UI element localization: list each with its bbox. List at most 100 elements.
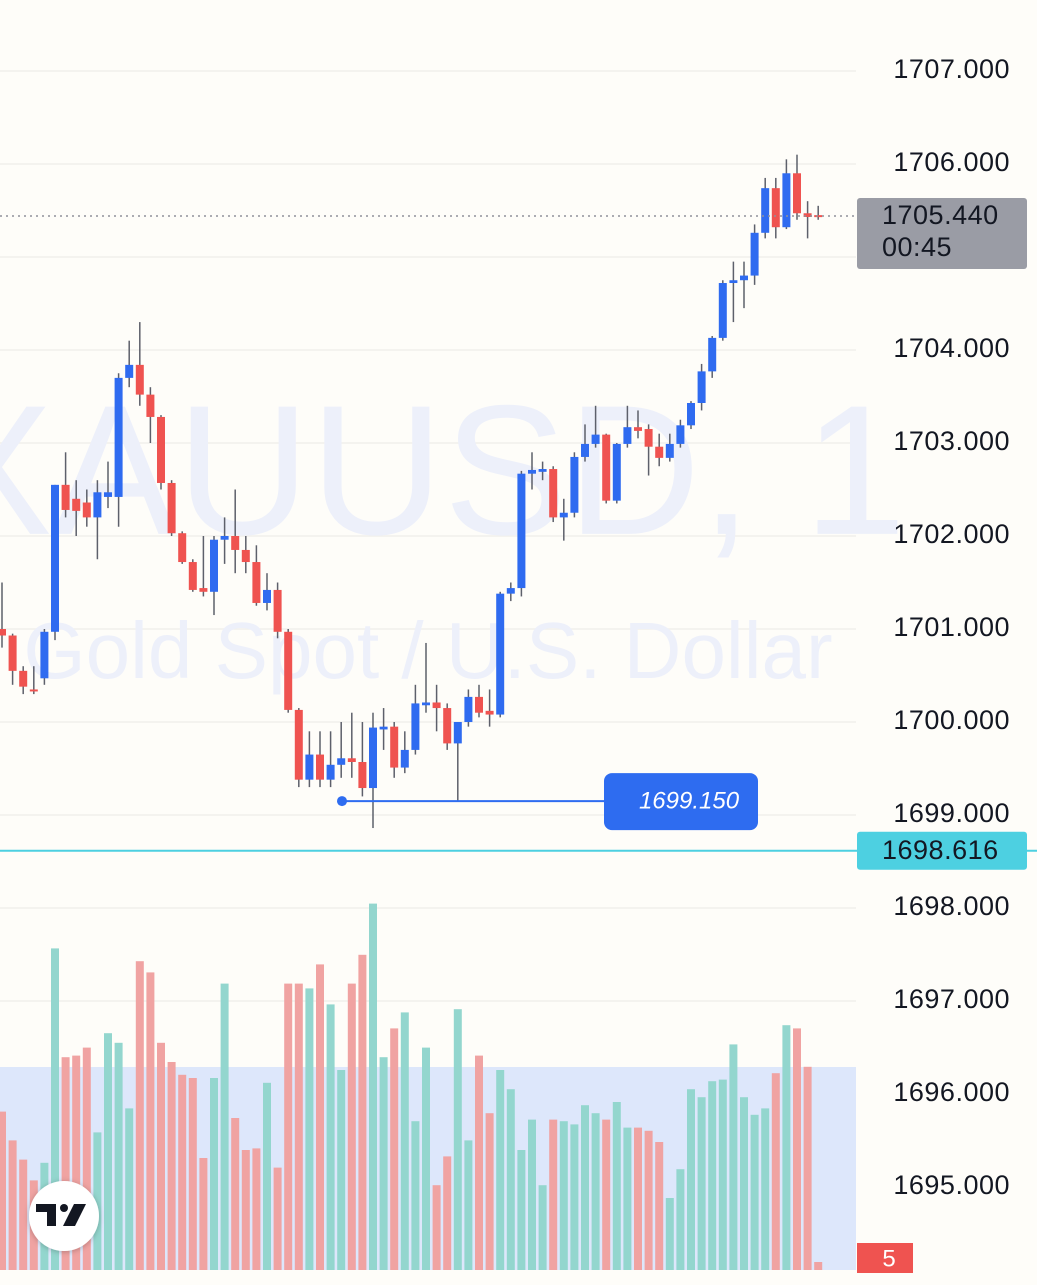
volume-bar bbox=[167, 1062, 176, 1270]
volume-bar bbox=[528, 1119, 536, 1270]
candle-body bbox=[263, 589, 271, 603]
volume-bar bbox=[263, 1082, 271, 1270]
volume-bar bbox=[210, 1078, 218, 1270]
volume-bar bbox=[432, 1185, 441, 1270]
candle-body bbox=[718, 283, 727, 338]
volume-bar bbox=[146, 972, 155, 1270]
y-tick-label: 1696.000 bbox=[893, 1077, 1010, 1107]
volume-bar bbox=[517, 1150, 526, 1270]
volume-bar bbox=[390, 1028, 399, 1270]
volume-bar bbox=[814, 1262, 823, 1270]
candle-body bbox=[51, 484, 59, 632]
candle-body bbox=[284, 631, 293, 710]
candle-body bbox=[581, 443, 589, 457]
candle-body bbox=[803, 213, 812, 217]
volume-bar bbox=[782, 1025, 791, 1270]
candle-body bbox=[475, 696, 483, 713]
candle-body bbox=[40, 631, 49, 679]
candle-body bbox=[538, 469, 547, 472]
volume-bar bbox=[379, 1057, 388, 1270]
price-line-box bbox=[857, 831, 1027, 870]
candle-body bbox=[528, 469, 536, 474]
candle-body bbox=[793, 173, 801, 214]
candle-body bbox=[104, 492, 112, 497]
candle-body bbox=[814, 215, 823, 218]
candle-body bbox=[612, 443, 621, 501]
volume-bar bbox=[655, 1142, 664, 1270]
volume-bar bbox=[61, 1057, 70, 1270]
volume-bar bbox=[369, 903, 377, 1270]
y-tick-label: 1706.000 bbox=[893, 147, 1010, 177]
logo-circle bbox=[29, 1181, 99, 1251]
candle-body bbox=[623, 427, 632, 444]
volume-bar bbox=[464, 1140, 473, 1270]
y-tick-label: 1707.000 bbox=[893, 54, 1010, 84]
candle-body bbox=[93, 492, 102, 518]
candle-body bbox=[188, 562, 197, 590]
y-tick-label: 1702.000 bbox=[893, 519, 1010, 549]
volume-bar bbox=[273, 1167, 282, 1270]
candle-body bbox=[443, 708, 452, 744]
candle-body bbox=[220, 535, 229, 540]
candle-body bbox=[634, 427, 642, 431]
candle-body bbox=[157, 416, 165, 483]
candle-body bbox=[697, 371, 706, 403]
volume-bar bbox=[358, 954, 367, 1270]
candle-body bbox=[676, 425, 685, 444]
volume-bar bbox=[612, 1102, 621, 1270]
volume-bar bbox=[506, 1089, 515, 1270]
volume-bar bbox=[326, 1004, 335, 1270]
volume-bar bbox=[676, 1169, 685, 1270]
volume-bar bbox=[634, 1127, 642, 1270]
candle-body bbox=[644, 429, 653, 447]
volume-bar bbox=[316, 964, 324, 1270]
volume-bar bbox=[157, 1042, 165, 1270]
alert-anchor bbox=[337, 796, 347, 807]
y-tick-label: 1704.000 bbox=[893, 333, 1010, 363]
y-tick-label: 1701.000 bbox=[893, 612, 1010, 642]
watermark-symbol: XAUUSD, 1 bbox=[0, 368, 906, 574]
volume-bar bbox=[93, 1132, 102, 1270]
volume-bar bbox=[793, 1028, 801, 1270]
candle-body bbox=[114, 377, 123, 497]
candle-body bbox=[570, 456, 579, 513]
volume-bar bbox=[72, 1055, 81, 1270]
candle-body bbox=[358, 762, 367, 789]
volume-bar bbox=[8, 1140, 17, 1270]
volume-bar bbox=[231, 1118, 240, 1270]
volume-bar bbox=[19, 1159, 28, 1270]
candle-body bbox=[72, 498, 81, 511]
volume-bar bbox=[687, 1089, 695, 1270]
price-line-label: 1698.616 bbox=[882, 835, 999, 865]
candle-body bbox=[729, 280, 738, 284]
volume-bar bbox=[422, 1047, 430, 1270]
volume-bar bbox=[284, 983, 293, 1270]
volume-bar bbox=[104, 1033, 112, 1270]
candle-body bbox=[687, 402, 695, 426]
candle-body bbox=[178, 533, 187, 563]
volume-bar bbox=[125, 1108, 134, 1270]
volume-bar bbox=[697, 1097, 706, 1270]
candle-body bbox=[135, 364, 144, 395]
volume-bar bbox=[708, 1081, 717, 1270]
y-tick-label: 1695.000 bbox=[893, 1170, 1010, 1200]
volume-bar bbox=[623, 1127, 632, 1270]
last-price-box bbox=[857, 198, 1027, 270]
volume-bar bbox=[443, 1156, 452, 1270]
candle-body bbox=[347, 758, 356, 762]
volume-bar bbox=[718, 1079, 727, 1270]
candle-body bbox=[517, 473, 526, 589]
volume-bar bbox=[453, 1009, 462, 1270]
candle-body bbox=[252, 562, 261, 603]
candle-body bbox=[29, 689, 38, 692]
y-tick-label: 1699.000 bbox=[893, 798, 1010, 828]
countdown-label: 00:45 bbox=[882, 232, 952, 262]
candles bbox=[0, 154, 823, 829]
candle-body bbox=[485, 710, 494, 715]
alert-label: 1699.150 bbox=[639, 787, 740, 814]
volume-bar bbox=[549, 1119, 558, 1270]
alert-box bbox=[604, 773, 758, 831]
candle-body bbox=[559, 512, 568, 518]
candle-body bbox=[453, 722, 462, 744]
